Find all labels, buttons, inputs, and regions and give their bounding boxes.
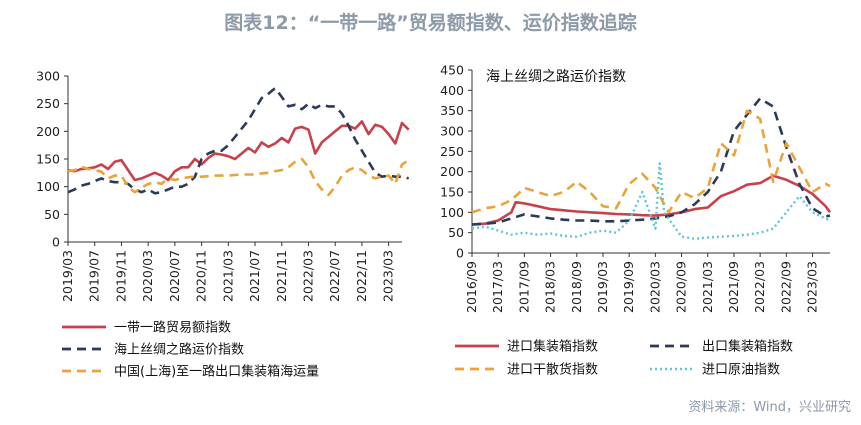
- y-tick-label: 250: [36, 96, 60, 111]
- y-tick-label: 250: [440, 144, 464, 159]
- legend-label: 进口集装箱指数: [507, 339, 598, 355]
- y-tick-label: 100: [36, 179, 60, 194]
- x-tick-label: 2019/09: [621, 261, 636, 313]
- source-note: 资料来源：Wind，兴业研究: [688, 400, 851, 415]
- x-tick-label: 2020/03: [140, 250, 155, 302]
- x-tick-label: 2020/03: [647, 261, 662, 313]
- y-tick-label: 50: [44, 207, 60, 222]
- x-tick-label: 2018/03: [543, 261, 558, 313]
- x-tick-label: 2022/03: [752, 261, 767, 313]
- x-tick-label: 2019/03: [60, 250, 75, 302]
- x-tick-label: 2023/03: [805, 261, 820, 313]
- legend-label: 进口原油指数: [702, 363, 780, 378]
- x-tick-label: 2016/09: [464, 261, 479, 313]
- y-tick-label: 0: [52, 235, 60, 250]
- x-tick-label: 2019/03: [595, 261, 610, 313]
- y-tick-label: 300: [440, 124, 464, 139]
- y-tick-label: 50: [448, 225, 464, 240]
- right-chart: 0 50 100 150 200 250 300 350 400 450 2016/09 2017/0…: [440, 63, 832, 313]
- y-tick-label: 150: [440, 185, 464, 200]
- x-tick-label: 2022/07: [327, 250, 342, 302]
- legend-label: 海上丝绸之路运价指数: [114, 342, 244, 358]
- series-line: [67, 157, 410, 197]
- series-line: [471, 97, 831, 226]
- x-tick-label: 2017/03: [490, 261, 505, 313]
- series-line: [471, 162, 831, 241]
- y-tick-label: 100: [440, 205, 464, 220]
- y-tick-label: 200: [440, 164, 464, 179]
- y-tick-label: 0: [456, 246, 464, 261]
- chart-inner-title: 海上丝绸之路运价指数: [486, 69, 626, 85]
- left-chart: 0 50 100 150 200 250 300 2019/03 2019/07 2019/11 2…: [36, 69, 410, 302]
- y-tick-label: 400: [440, 83, 464, 98]
- x-tick-label: 2020/07: [167, 250, 182, 302]
- legend-label: 出口集装箱指数: [702, 339, 793, 355]
- x-tick-label: 2019/07: [87, 250, 102, 302]
- x-tick-label: 2020/09: [674, 261, 689, 313]
- x-tick-label: 2021/07: [247, 250, 262, 302]
- y-tick-label: 450: [440, 63, 464, 78]
- y-tick-label: 300: [36, 69, 60, 84]
- x-tick-label: 2021/09: [726, 261, 741, 313]
- x-tick-label: 2020/11: [194, 250, 209, 302]
- x-tick-label: 2022/11: [354, 250, 369, 302]
- series-line: [67, 120, 410, 182]
- x-tick-label: 2023/03: [381, 250, 396, 302]
- legend-label: 中国(上海)至一路出口集装箱海运量: [114, 364, 319, 380]
- y-tick-label: 200: [36, 124, 60, 139]
- x-tick-label: 2017/09: [516, 261, 531, 313]
- x-tick-label: 2022/09: [778, 261, 793, 313]
- series-line: [471, 174, 832, 226]
- y-tick-label: 350: [440, 103, 464, 118]
- x-tick-label: 2021/03: [700, 261, 715, 313]
- x-tick-label: 2019/11: [113, 250, 128, 302]
- x-tick-label: 2021/03: [220, 250, 235, 302]
- y-tick-label: 150: [36, 152, 60, 167]
- series-line: [471, 109, 831, 214]
- series-line: [67, 86, 410, 195]
- x-tick-label: 2022/03: [300, 250, 315, 302]
- x-tick-label: 2021/11: [274, 250, 289, 302]
- figure-title: 图表12：“一带一路”贸易额指数、运价指数追踪: [224, 12, 637, 34]
- x-tick-label: 2018/09: [569, 261, 584, 313]
- legend-label: 进口干散货指数: [507, 362, 598, 378]
- legend-label: 一带一路贸易额指数: [114, 320, 231, 336]
